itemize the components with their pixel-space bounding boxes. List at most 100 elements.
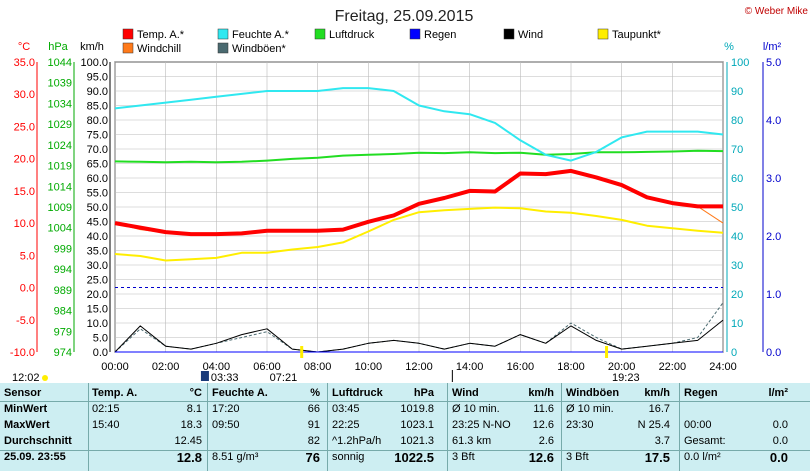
table-cell: 1021.3 xyxy=(400,435,434,447)
temp-tick-label: 0.0 xyxy=(20,283,35,295)
rain-axis-unit: l/m² xyxy=(763,41,782,53)
moon-marker xyxy=(42,375,48,381)
pct-tick-label: 0 xyxy=(731,347,737,359)
sunset-marker xyxy=(605,346,609,358)
copyright: © Weber Mike xyxy=(745,6,809,17)
rain-tick-label: 0.0 xyxy=(766,347,781,359)
rain-tick-label: 4.0 xyxy=(766,115,781,127)
hpa-tick-label: 1019 xyxy=(48,161,72,173)
kmh-tick-label: 65.0 xyxy=(87,159,108,171)
kmh-tick-label: 55.0 xyxy=(87,188,108,200)
pct-tick-label: 100 xyxy=(731,57,749,69)
legend-label: Feuchte A.* xyxy=(232,29,290,41)
x-tick-label: 16:00 xyxy=(507,361,535,373)
kmh-tick-label: 100.0 xyxy=(80,57,108,69)
legend-label: Regen xyxy=(424,29,456,41)
table-cell: MinWert xyxy=(4,403,48,415)
x-tick-label: 02:00 xyxy=(152,361,180,373)
table-cell: MaxWert xyxy=(4,419,50,431)
table-cell: 0.0 xyxy=(769,450,788,465)
legend-swatch xyxy=(597,28,609,40)
pct-tick-label: 70 xyxy=(731,144,743,156)
temp-tick-label: 30.0 xyxy=(14,89,35,101)
column-separator xyxy=(207,383,208,471)
kmh-tick-label: 0.0 xyxy=(93,347,108,359)
sun-moon-times: 12:02 03:33 07:21 19:23 xyxy=(12,346,640,383)
temp-tick-label: 20.0 xyxy=(14,154,35,166)
table-header-cell: Regen xyxy=(684,387,718,399)
table-header-cell: Luftdruck xyxy=(332,387,383,399)
hpa-axis-unit: hPa xyxy=(48,41,68,53)
legend-label: Luftdruck xyxy=(329,29,375,41)
table-cell: 0.0 xyxy=(772,419,788,431)
hpa-tick-label: 1014 xyxy=(48,181,72,193)
temp-tick-label: -5.0 xyxy=(16,315,35,327)
table-cell: Gesamt: xyxy=(684,435,726,447)
table-cell: 8.1 xyxy=(186,403,202,415)
kmh-tick-label: 15.0 xyxy=(87,304,108,316)
hpa-tick-label: 974 xyxy=(54,347,72,359)
kmh-tick-label: 45.0 xyxy=(87,217,108,229)
temp-tick-label: 25.0 xyxy=(14,121,35,133)
hpa-tick-label: 1004 xyxy=(48,223,72,235)
rain-tick-label: 2.0 xyxy=(766,231,781,243)
x-tick-label: 18:00 xyxy=(557,361,585,373)
table-header-cell: Windböen xyxy=(566,387,620,399)
table-cell: 12.6 xyxy=(528,450,554,465)
sunset-time: 19:23 xyxy=(612,372,640,383)
table-cell: 12.8 xyxy=(176,450,202,465)
pct-tick-label: 10 xyxy=(731,318,743,330)
sunrise-marker xyxy=(300,346,304,358)
sunrise-time: 07:21 xyxy=(270,372,298,383)
x-tick-label: 24:00 xyxy=(709,361,737,373)
hpa-tick-label: 1034 xyxy=(48,98,72,110)
x-tick-label: 06:00 xyxy=(253,361,281,373)
kmh-tick-label: 85.0 xyxy=(87,101,108,113)
table-header-cell: Temp. A. xyxy=(92,387,138,399)
x-tick-label: 22:00 xyxy=(659,361,687,373)
kmh-tick-label: 35.0 xyxy=(87,246,108,258)
series-temp-a xyxy=(114,168,723,237)
x-tick-label: 12:00 xyxy=(405,361,433,373)
legend-label: Wind xyxy=(518,29,543,41)
table-cell: 2.6 xyxy=(538,435,554,447)
legend: Temp. A.* Feuchte A.* Luftdruck Regen Wind Ta… xyxy=(122,28,662,55)
table-header-cell: °C xyxy=(189,387,202,399)
table-cell: 66 xyxy=(307,403,320,415)
moonrise-time: 03:33 xyxy=(211,372,239,383)
x-tick-label: 10:00 xyxy=(355,361,383,373)
temp-tick-label: 5.0 xyxy=(20,250,35,262)
stats-table: Sensor Temp. A. °C Feuchte A.% Luftdruck hPa W… xyxy=(0,383,810,471)
x-tick-label: 14:00 xyxy=(456,361,484,373)
hpa-tick-label: 1044 xyxy=(48,57,72,69)
table-cell: sonnig xyxy=(332,451,365,463)
table-cell: 3 Bft xyxy=(452,451,475,463)
table-header-cell: km/h xyxy=(528,387,554,399)
legend-swatch xyxy=(217,42,229,54)
x-tick-label: 20:00 xyxy=(608,361,636,373)
series-wind xyxy=(114,319,724,353)
kmh-tick-label: 30.0 xyxy=(87,260,108,272)
series-luftdruck xyxy=(114,149,724,164)
table-cell: 82 xyxy=(307,435,320,447)
legend-label: Windböen* xyxy=(232,43,287,55)
legend-label: Taupunkt* xyxy=(612,29,662,41)
table-cell: 0.0 l/m² xyxy=(684,451,721,463)
kmh-tick-label: 90.0 xyxy=(87,86,108,98)
hpa-tick-label: 979 xyxy=(54,326,72,338)
kmh-tick-label: 5.0 xyxy=(93,333,108,345)
hpa-tick-label: 1029 xyxy=(48,119,72,131)
series-feuchte-a xyxy=(114,87,724,162)
kmh-tick-label: 40.0 xyxy=(87,231,108,243)
axis-units: °C hPa km/h% l/m² xyxy=(18,41,782,53)
table-header-cell: hPa xyxy=(413,387,434,399)
table-cell: 1022.5 xyxy=(394,450,434,465)
series xyxy=(114,87,724,353)
table-cell: 3.7 xyxy=(654,435,670,447)
hpa-tick-label: 989 xyxy=(54,285,72,297)
x-tick-label: 00:00 xyxy=(101,361,129,373)
table-cell: 18.3 xyxy=(180,419,202,431)
table-cell: 12.6 xyxy=(532,419,554,431)
legend-swatch xyxy=(122,28,134,40)
table-cell: 02:15 xyxy=(92,403,120,415)
